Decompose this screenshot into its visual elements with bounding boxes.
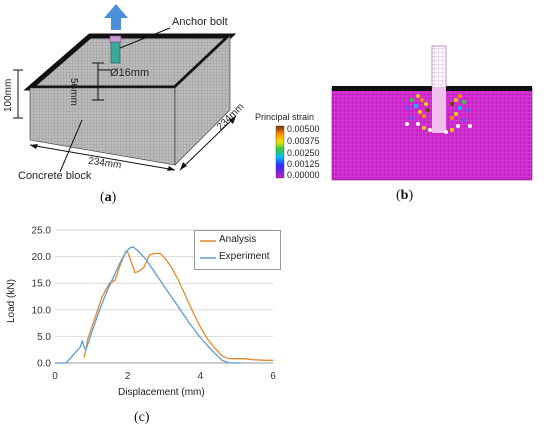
strain-legend-value-3: 0.00250	[287, 148, 320, 158]
strain-legend-title: Principal strain	[255, 112, 315, 122]
block-drawing	[13, 4, 237, 173]
figure-a-block-schematic: Anchor bolt Ø16mm 56mm 100mm 234mm 234mm…	[0, 0, 265, 215]
crack-pattern	[405, 94, 472, 134]
label-height: 100mm	[3, 78, 14, 112]
anchor-bolt-shaft	[110, 39, 121, 64]
anchor-bolt-head	[109, 35, 122, 43]
chart-legend: Analysis Experiment	[194, 230, 281, 270]
label-embed-depth: 56mm	[68, 78, 79, 106]
y-tick-label: 25.0	[32, 226, 52, 237]
strain-colorbar	[275, 125, 285, 179]
label-diameter: Ø16mm	[110, 67, 150, 79]
x-axis-title: Displacement (mm)	[118, 387, 205, 398]
figure-b-strain-contour: Principal strain 0.00500 0.00375 0.00250…	[255, 0, 550, 215]
x-tick-label: 2	[125, 371, 131, 382]
y-axis-title: Load (kN)	[6, 279, 17, 323]
y-tick-label: 20.0	[32, 252, 52, 263]
label-anchor-bolt: Anchor bolt	[172, 16, 228, 28]
y-tick-label: 10.0	[32, 305, 52, 316]
strain-legend-value-1: 0.00500	[287, 124, 320, 134]
y-tick-label: 15.0	[32, 279, 52, 290]
caption-a: (a)	[100, 190, 117, 205]
strain-legend-value-4: 0.00125	[287, 159, 320, 169]
strain-legend-value-5: 0.00000	[287, 170, 320, 180]
caption-c: (c)	[134, 410, 150, 425]
series-line-experiment	[55, 246, 241, 364]
legend-label-analysis: Analysis	[219, 234, 257, 245]
legend-label-experiment: Experiment	[219, 251, 270, 262]
x-tick-label: 6	[270, 371, 276, 382]
y-tick-label: 5.0	[37, 332, 51, 343]
strain-contour-plot	[275, 45, 533, 181]
x-tick-label: 0	[52, 371, 58, 382]
label-concrete-block: Concrete block	[18, 170, 92, 182]
strain-legend-value-2: 0.00375	[287, 136, 320, 146]
pull-arrow-icon	[104, 4, 128, 30]
y-tick-label: 0.0	[37, 359, 51, 370]
figure-c-load-displacement-chart: 0.0 5.0 10.0 15.0 20.0 25.0 0 2 4 6 Load (kN) Dis…	[0, 215, 550, 431]
caption-b: (b)	[396, 188, 414, 203]
x-tick-label: 4	[198, 371, 204, 382]
block-side-face	[174, 35, 231, 166]
